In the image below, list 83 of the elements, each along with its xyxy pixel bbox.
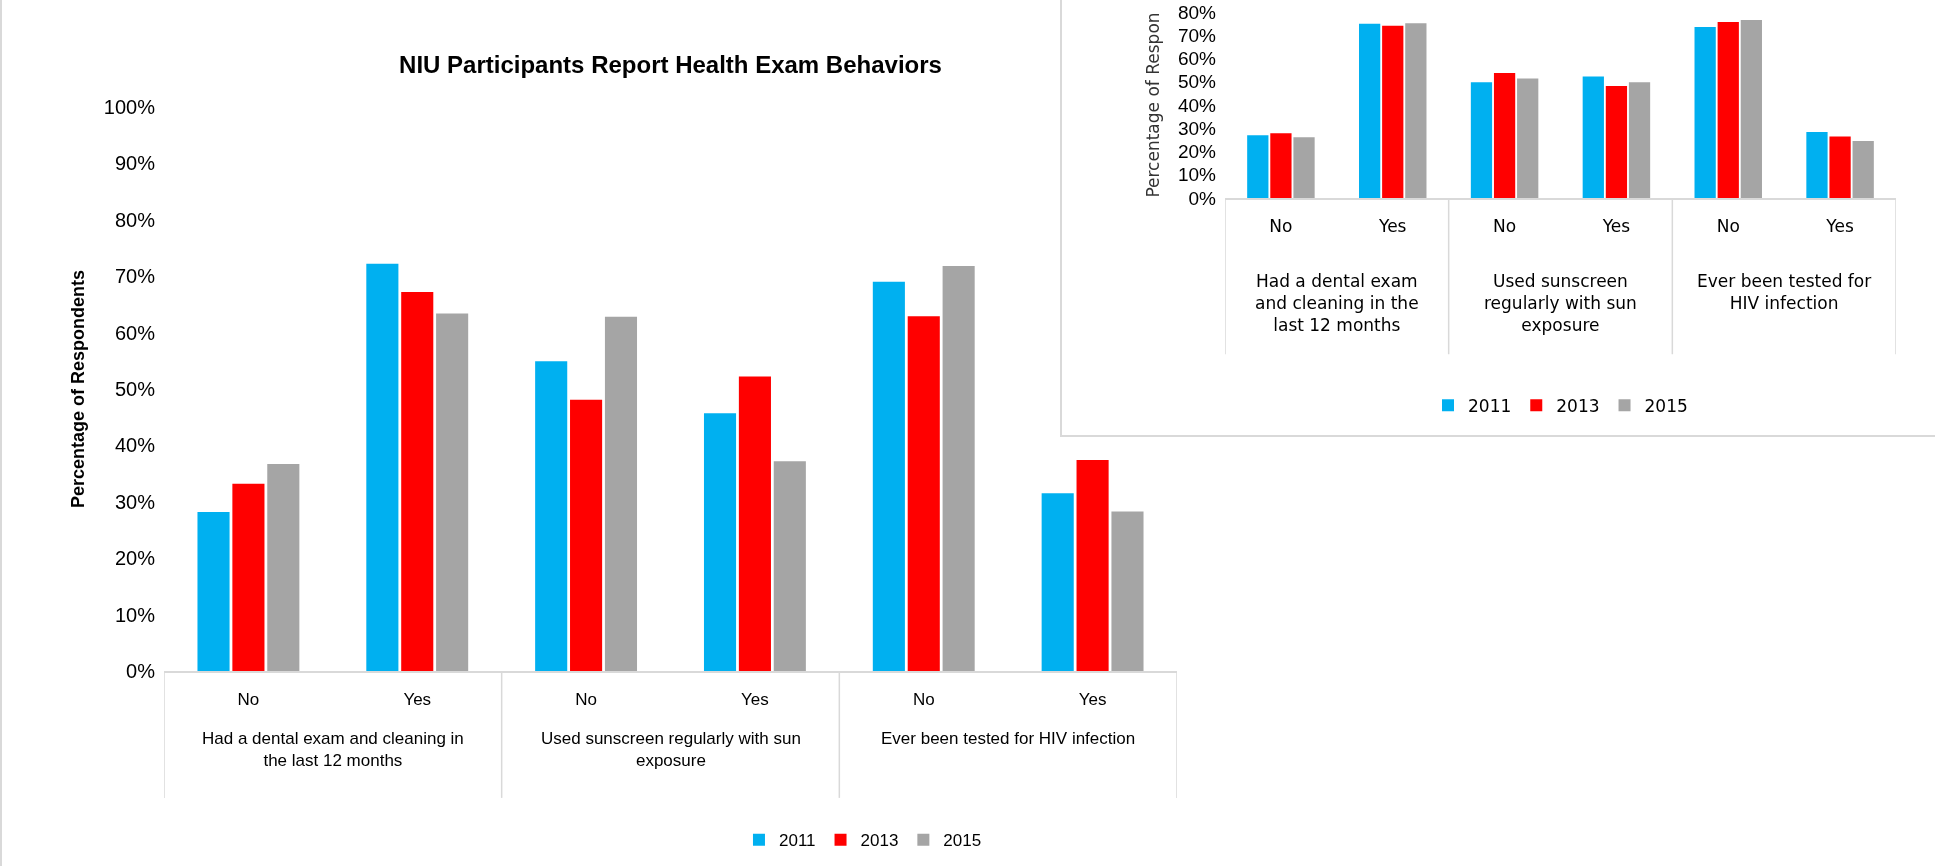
x-tick-label: Yes bbox=[1378, 215, 1407, 236]
legend-label: 2015 bbox=[1644, 395, 1688, 416]
bar bbox=[1041, 493, 1074, 671]
bar bbox=[703, 413, 737, 671]
x-tick-label: Yes bbox=[741, 689, 769, 709]
x-tick-label: Yes bbox=[1078, 689, 1107, 709]
bar bbox=[1717, 22, 1739, 198]
y-tick-label: 40% bbox=[114, 434, 156, 457]
bar bbox=[1694, 26, 1716, 198]
bar bbox=[942, 266, 975, 671]
bar bbox=[1247, 135, 1269, 198]
bar bbox=[907, 316, 940, 671]
y-tick-label: 80% bbox=[1177, 1, 1217, 23]
x-tick-label: Yes bbox=[1825, 215, 1854, 236]
x-tick-label: No bbox=[237, 689, 260, 709]
y-tick-label: 60% bbox=[114, 321, 156, 344]
x-tick-label: No bbox=[1269, 215, 1293, 236]
bar bbox=[1270, 133, 1292, 198]
x-tick-label: No bbox=[1493, 215, 1517, 236]
bar bbox=[1470, 82, 1493, 198]
legend-label: 2013 bbox=[860, 831, 899, 851]
x-tick-label: No bbox=[575, 689, 597, 709]
bar bbox=[1359, 23, 1381, 198]
legend-label: 2011 bbox=[1468, 395, 1512, 416]
y-tick-label: 10% bbox=[114, 603, 156, 626]
bar bbox=[570, 399, 603, 671]
x-tick-label: Yes bbox=[403, 689, 432, 709]
y-tick-label: 50% bbox=[114, 378, 156, 400]
bar bbox=[872, 281, 905, 671]
bar bbox=[738, 376, 771, 671]
y-axis-title: Percentage of Respon bbox=[1142, 12, 1163, 198]
text: Ever been tested for HIV infection bbox=[881, 729, 1136, 748]
y-tick-label: 90% bbox=[114, 152, 156, 175]
legend-label: 2011 bbox=[778, 831, 816, 851]
y-tick-label: 30% bbox=[114, 490, 156, 513]
bar bbox=[197, 511, 230, 671]
y-axis-title: Percentage of Respondents bbox=[68, 269, 89, 509]
y-tick-label: 70% bbox=[1177, 24, 1217, 46]
bar bbox=[1605, 85, 1628, 198]
text: Ever been tested for HIV infection bbox=[1697, 271, 1872, 314]
y-tick-label: 10% bbox=[1177, 164, 1217, 186]
bar bbox=[1852, 141, 1874, 198]
bar bbox=[1806, 131, 1828, 198]
bar bbox=[1582, 76, 1604, 198]
y-tick-label: 60% bbox=[1177, 48, 1217, 70]
x-tick-label: Yes bbox=[1601, 215, 1631, 236]
text: Used sunscreen regularly with sun exposure bbox=[1484, 271, 1637, 336]
bar bbox=[773, 461, 806, 671]
bar bbox=[604, 316, 638, 671]
bar bbox=[436, 313, 469, 671]
bar bbox=[1111, 511, 1144, 671]
text: Had a dental exam and cleaning in the last 12 months bbox=[202, 729, 464, 771]
y-tick-label: 20% bbox=[1177, 141, 1217, 163]
bar bbox=[267, 464, 300, 671]
y-tick-label: 30% bbox=[1177, 117, 1217, 139]
bar bbox=[1493, 72, 1516, 198]
y-tick-label: 50% bbox=[1177, 71, 1217, 93]
bar bbox=[1517, 78, 1539, 198]
bar bbox=[366, 263, 399, 671]
bar bbox=[1740, 19, 1762, 198]
chart-title: NIU Participants Report Health Exam Behaviors bbox=[399, 51, 942, 79]
y-tick-label: 70% bbox=[114, 265, 156, 288]
y-tick-label: 0% bbox=[1188, 187, 1217, 209]
bar bbox=[232, 483, 265, 671]
legend-label: 2013 bbox=[1556, 395, 1600, 416]
x-tick-label: No bbox=[1716, 215, 1740, 236]
bar bbox=[1405, 23, 1427, 198]
legend-label: 2015 bbox=[943, 831, 982, 851]
bar bbox=[1293, 137, 1315, 198]
bar bbox=[1628, 82, 1651, 198]
y-tick-label: 0% bbox=[126, 660, 156, 682]
y-tick-label: 100% bbox=[103, 96, 156, 118]
y-tick-label: 20% bbox=[114, 547, 156, 570]
y-tick-label: 40% bbox=[1177, 94, 1217, 116]
bar bbox=[1076, 460, 1109, 671]
bar bbox=[401, 291, 434, 671]
bar bbox=[535, 361, 568, 671]
text: Had a dental exam and cleaning in the last 12 months bbox=[1255, 271, 1419, 336]
x-tick-label: No bbox=[912, 689, 935, 709]
y-tick-label: 80% bbox=[114, 208, 156, 231]
bar bbox=[1829, 136, 1851, 198]
text: Used sunscreen regularly with sun exposure bbox=[541, 729, 801, 771]
bar bbox=[1382, 25, 1404, 198]
